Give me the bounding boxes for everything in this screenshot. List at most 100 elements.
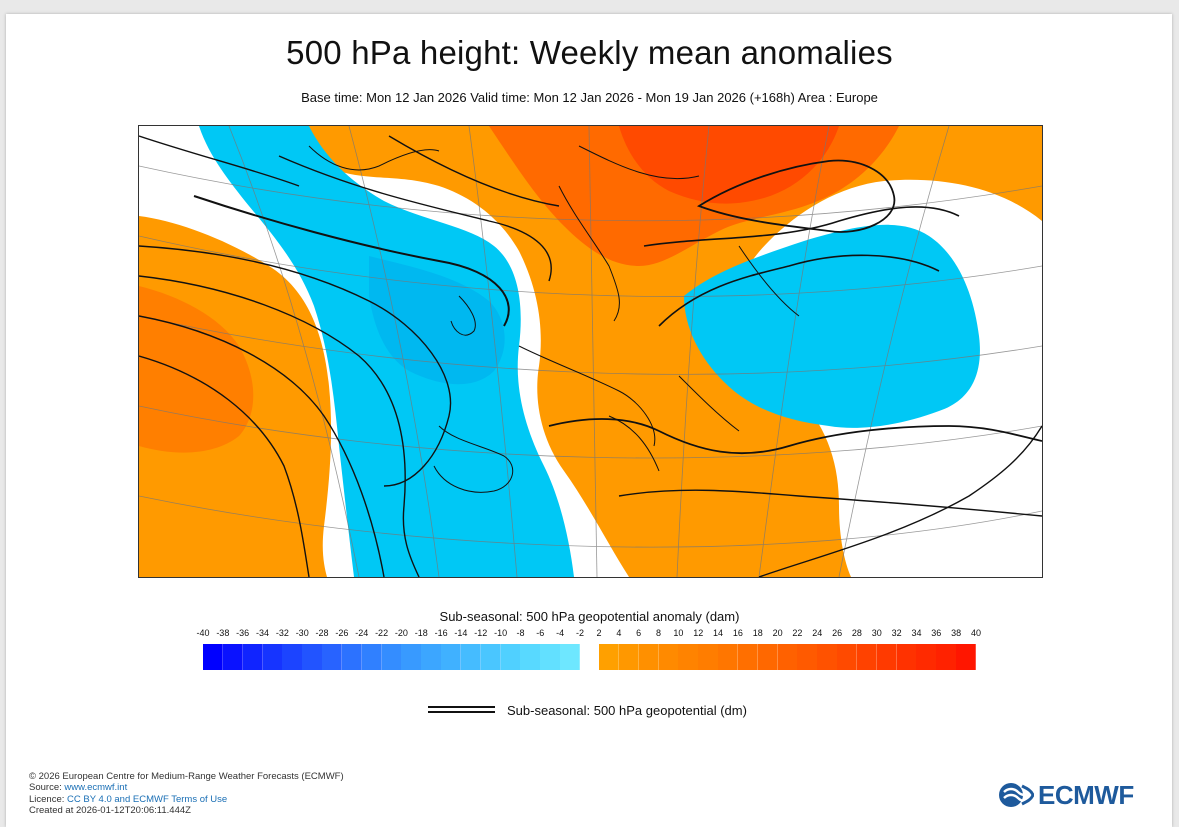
licence-link[interactable]: CC BY 4.0 and ECMWF Terms of Use <box>67 793 228 805</box>
created-text: Created at 2026-01-12T20:06:11.444Z <box>29 805 191 817</box>
colorbar-negative-cell <box>242 644 263 670</box>
colorbar-title: Sub-seasonal: 500 hPa geopotential anoma… <box>439 609 740 624</box>
colorbar-negative-cell <box>322 644 343 670</box>
colorbar-tick-label: 20 <box>772 628 783 638</box>
colorbar-tick-label: 36 <box>931 628 942 638</box>
colorbar-tick-label: 12 <box>693 628 704 638</box>
colorbar-negative-cell <box>222 644 244 670</box>
contour-legend-line <box>428 706 495 713</box>
negative-anomaly-uk <box>369 256 505 385</box>
chart-subtitle: Base time: Mon 12 Jan 2026 Valid time: M… <box>301 90 878 105</box>
positive-anomaly-core <box>619 126 839 204</box>
contour-legend-label: Sub-seasonal: 500 hPa geopotential (dm) <box>507 703 747 718</box>
colorbar-negative-cell <box>460 644 482 670</box>
copyright-text: © 2026 European Centre for Medium-Range … <box>29 771 344 782</box>
colorbar-tick-label: 24 <box>812 628 823 638</box>
licence-prefix: Licence: <box>29 793 68 805</box>
colorbar-tick-label: 16 <box>732 628 743 638</box>
colorbar-tick-label: -2 <box>575 628 584 638</box>
positive-anomaly-north <box>259 126 1042 577</box>
colorbar-negative-cell <box>421 644 442 670</box>
colorbar-tick-label: -16 <box>434 628 448 638</box>
footer: © 2026 European Centre for Medium-Range … <box>29 771 344 817</box>
colorbar-tick-label: -30 <box>295 628 309 638</box>
ecmwf-logo-icon <box>999 783 1034 807</box>
colorbar-negative-cell <box>520 644 541 670</box>
negative-anomaly-east <box>684 224 980 428</box>
colorbar-tick-label: -34 <box>256 628 270 638</box>
colorbar-positive-cell <box>916 644 937 670</box>
colorbar-positive-cell <box>757 644 779 670</box>
colorbar-tick-label: 40 <box>970 628 981 638</box>
colorbar-tick-label: -4 <box>556 628 565 638</box>
colorbar-tick-label: -26 <box>335 628 349 638</box>
colorbar-negative-cell <box>302 644 323 670</box>
coastlines <box>308 145 800 493</box>
colorbar-tick-label: 26 <box>832 628 843 638</box>
colorbar-positive-cell <box>936 644 957 670</box>
colorbar-positive-cell <box>599 644 620 670</box>
colorbar-negative-cell <box>381 644 402 670</box>
colorbar-tick-label: 30 <box>871 628 882 638</box>
colorbar-tick-label: -12 <box>474 628 488 638</box>
source-prefix: Source: <box>29 782 65 794</box>
colorbar-tick-label: -8 <box>516 628 525 638</box>
colorbar-tick-label: 8 <box>656 628 662 638</box>
colorbar-tick-label: 32 <box>891 628 902 638</box>
colorbar-positive-cell <box>618 644 640 670</box>
colorbar-negative-cell <box>262 644 283 670</box>
colorbar-tick-label: 2 <box>596 628 602 638</box>
colorbar-negative-cell <box>560 644 581 670</box>
colorbar-positive-cell <box>777 644 798 670</box>
colorbar-tick-label: -18 <box>414 628 428 638</box>
colorbar-tick-label: -24 <box>355 628 369 638</box>
colorbar-tick-label: -36 <box>236 628 250 638</box>
colorbar-tick-label: 14 <box>713 628 724 638</box>
source-line: Source: www.ecmwf.int <box>29 782 344 793</box>
map-svg <box>139 126 1042 577</box>
ecmwf-logo-text: ECMWF <box>1038 779 1134 810</box>
colorbar-negative-cell <box>282 644 303 670</box>
colorbar-positive <box>599 644 977 670</box>
colorbar-positive-cell <box>638 644 659 670</box>
colorbar-tick-label: 6 <box>636 628 642 638</box>
colorbar-tick-label: 38 <box>951 628 962 638</box>
colorbar-negative-cell <box>441 644 462 670</box>
negative-anomaly-atlantic <box>199 126 574 577</box>
colorbar-tick-label: 28 <box>851 628 862 638</box>
colorbar-negative <box>203 644 581 670</box>
colorbar-positive-cell <box>698 644 719 670</box>
geopotential-contours <box>139 135 1042 577</box>
colorbar-positive-cell <box>797 644 818 670</box>
colorbar-positive-cell <box>856 644 878 670</box>
colorbar-tick-label: -38 <box>216 628 230 638</box>
colorbar-tick-label: -14 <box>454 628 468 638</box>
colorbar-positive-cell <box>956 644 977 670</box>
colorbar-positive-cell <box>737 644 759 670</box>
positive-anomaly-atlantic-core <box>139 286 254 453</box>
colorbar-tick-label: 10 <box>673 628 684 638</box>
colorbar-negative-cell <box>341 644 363 670</box>
colorbar-tick-label: -22 <box>375 628 389 638</box>
colorbar-tick-label: 22 <box>792 628 803 638</box>
chart-title: 500 hPa height: Weekly mean anomalies <box>286 34 893 71</box>
ecmwf-logo[interactable]: ECMWF <box>998 780 1134 810</box>
licence-line: Licence: CC BY 4.0 and ECMWF Terms of Us… <box>29 794 344 805</box>
colorbar-positive-cell <box>837 644 858 670</box>
colorbar-positive-cell <box>817 644 838 670</box>
colorbar-tick-label: 4 <box>616 628 622 638</box>
colorbar-tick-label: 34 <box>911 628 922 638</box>
colorbar-tick-label: 18 <box>752 628 763 638</box>
colorbar-negative-cell <box>540 644 561 670</box>
colorbar-tick-label: -40 <box>196 628 210 638</box>
colorbar-positive-cell <box>718 644 739 670</box>
source-link[interactable]: www.ecmwf.int <box>64 782 128 794</box>
colorbar-positive-cell <box>658 644 679 670</box>
colorbar-positive-cell <box>678 644 699 670</box>
colorbar-tick-label: -28 <box>315 628 329 638</box>
colorbar-tick-label: -32 <box>275 628 289 638</box>
colorbar-tick-label: -10 <box>494 628 508 638</box>
colorbar-ticks: -40 -38 -36 -34 -32 -30 -28 -26 -24 -22 -20 -18 -16-… <box>0 628 1179 642</box>
colorbar-negative-cell <box>500 644 521 670</box>
colorbar-tick-label: -20 <box>394 628 408 638</box>
